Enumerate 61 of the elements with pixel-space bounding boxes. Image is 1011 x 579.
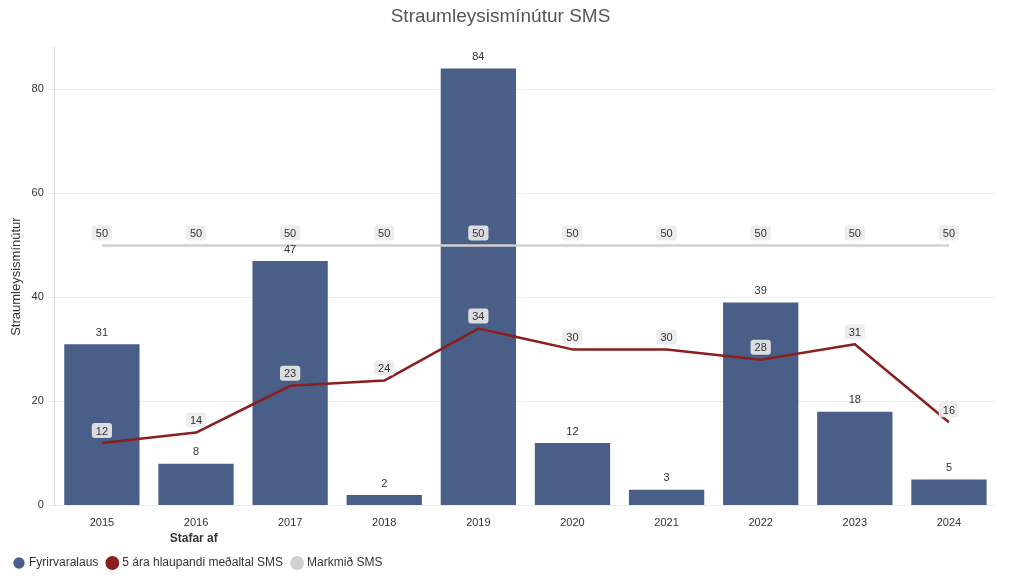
x-tick-label: 2019 bbox=[466, 516, 491, 529]
bar bbox=[628, 489, 705, 505]
data-label: 3 bbox=[663, 471, 670, 484]
bar bbox=[64, 344, 140, 505]
data-label: 50 bbox=[754, 226, 767, 239]
x-tick-label: 2024 bbox=[936, 516, 962, 529]
y-tick-label: 0 bbox=[37, 498, 44, 511]
chart-title: Straumleysismínútur SMS bbox=[390, 4, 611, 26]
data-label: 12 bbox=[95, 424, 109, 437]
bar bbox=[911, 479, 987, 505]
data-label: 14 bbox=[189, 414, 203, 427]
data-label: 8 bbox=[192, 445, 200, 458]
x-tick-label: 2017 bbox=[277, 516, 303, 529]
y-axis-title: Straumleysismínútur bbox=[8, 216, 24, 336]
legend-label: Fyrirvaralaus bbox=[29, 555, 99, 570]
data-label: 30 bbox=[566, 330, 579, 343]
legend-label: 5 ára hlaupandi meðaltal SMS bbox=[122, 555, 284, 570]
data-label: 84 bbox=[472, 50, 485, 63]
x-tick-label: 2022 bbox=[748, 516, 773, 529]
data-label: 16 bbox=[942, 403, 956, 416]
data-label: 50 bbox=[942, 226, 956, 239]
data-label: 50 bbox=[472, 226, 485, 239]
data-label: 50 bbox=[189, 226, 203, 239]
x-tick-label: 2018 bbox=[372, 516, 397, 529]
bar bbox=[440, 68, 517, 505]
data-label: 50 bbox=[95, 226, 109, 239]
bar bbox=[817, 411, 893, 505]
data-label: 47 bbox=[284, 242, 297, 255]
data-label: 2 bbox=[381, 476, 388, 489]
bar bbox=[534, 443, 611, 505]
x-tick-label: 2023 bbox=[842, 516, 868, 529]
data-label: 50 bbox=[378, 226, 391, 239]
data-label: 28 bbox=[754, 341, 767, 354]
bar bbox=[723, 302, 799, 505]
x-tick-label: 2021 bbox=[654, 516, 679, 529]
legend-title: Stafar af bbox=[169, 530, 219, 545]
data-label: 31 bbox=[848, 325, 861, 338]
data-label: 23 bbox=[284, 367, 297, 380]
data-label: 31 bbox=[95, 325, 109, 338]
y-tick-label: 60 bbox=[31, 186, 44, 199]
x-tick-label: 2016 bbox=[183, 516, 209, 529]
data-label: 50 bbox=[848, 226, 861, 239]
x-tick-label: 2020 bbox=[560, 516, 585, 529]
data-label: 30 bbox=[660, 330, 673, 343]
data-label: 34 bbox=[472, 310, 485, 323]
data-label: 39 bbox=[754, 284, 767, 297]
y-tick-label: 40 bbox=[31, 290, 44, 303]
data-label: 5 bbox=[945, 460, 952, 473]
data-label: 50 bbox=[284, 226, 297, 239]
x-tick-label: 2015 bbox=[89, 516, 115, 529]
bar bbox=[252, 261, 328, 505]
y-tick-label: 80 bbox=[31, 82, 44, 95]
data-label: 50 bbox=[566, 226, 579, 239]
bar bbox=[346, 495, 422, 505]
data-label: 12 bbox=[566, 424, 579, 437]
data-label: 24 bbox=[378, 362, 391, 375]
bar bbox=[158, 463, 234, 505]
data-label: 50 bbox=[660, 226, 673, 239]
y-tick-label: 20 bbox=[31, 394, 44, 407]
legend-label: Markmið SMS bbox=[307, 555, 383, 570]
data-label: 18 bbox=[848, 393, 861, 406]
